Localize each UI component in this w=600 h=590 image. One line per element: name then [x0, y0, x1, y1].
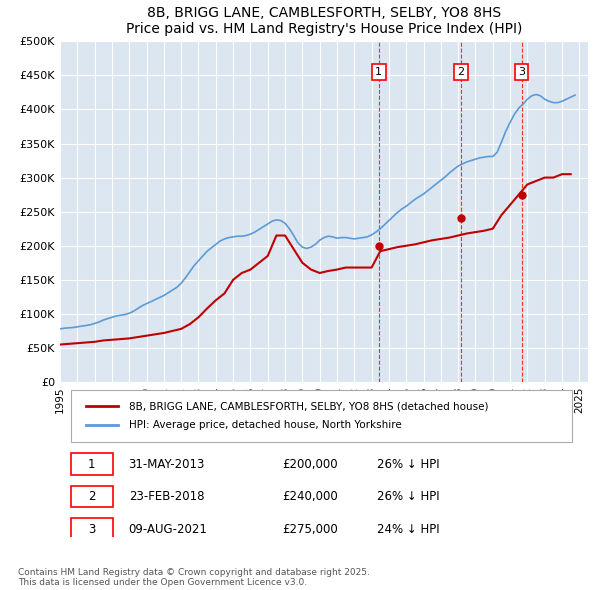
- Text: £200,000: £200,000: [282, 458, 337, 471]
- Text: £240,000: £240,000: [282, 490, 338, 503]
- Text: 8B, BRIGG LANE, CAMBLESFORTH, SELBY, YO8 8HS (detached house): 8B, BRIGG LANE, CAMBLESFORTH, SELBY, YO8…: [128, 401, 488, 411]
- FancyBboxPatch shape: [71, 519, 113, 540]
- Title: 8B, BRIGG LANE, CAMBLESFORTH, SELBY, YO8 8HS
Price paid vs. HM Land Registry's H: 8B, BRIGG LANE, CAMBLESFORTH, SELBY, YO8…: [126, 6, 522, 36]
- Text: 31-MAY-2013: 31-MAY-2013: [128, 458, 205, 471]
- FancyBboxPatch shape: [71, 390, 572, 442]
- FancyBboxPatch shape: [71, 453, 113, 475]
- Text: 1: 1: [376, 67, 382, 77]
- Text: 3: 3: [518, 67, 525, 77]
- Text: £275,000: £275,000: [282, 523, 338, 536]
- Text: 26% ↓ HPI: 26% ↓ HPI: [377, 458, 439, 471]
- Text: 23-FEB-2018: 23-FEB-2018: [128, 490, 204, 503]
- Text: 2: 2: [88, 490, 95, 503]
- Text: Contains HM Land Registry data © Crown copyright and database right 2025.
This d: Contains HM Land Registry data © Crown c…: [18, 568, 370, 587]
- Text: 3: 3: [88, 523, 95, 536]
- Text: 24% ↓ HPI: 24% ↓ HPI: [377, 523, 439, 536]
- FancyBboxPatch shape: [71, 486, 113, 507]
- Text: HPI: Average price, detached house, North Yorkshire: HPI: Average price, detached house, Nort…: [128, 421, 401, 430]
- Text: 1: 1: [88, 458, 95, 471]
- Text: 26% ↓ HPI: 26% ↓ HPI: [377, 490, 439, 503]
- Text: 2: 2: [457, 67, 464, 77]
- Text: 09-AUG-2021: 09-AUG-2021: [128, 523, 208, 536]
